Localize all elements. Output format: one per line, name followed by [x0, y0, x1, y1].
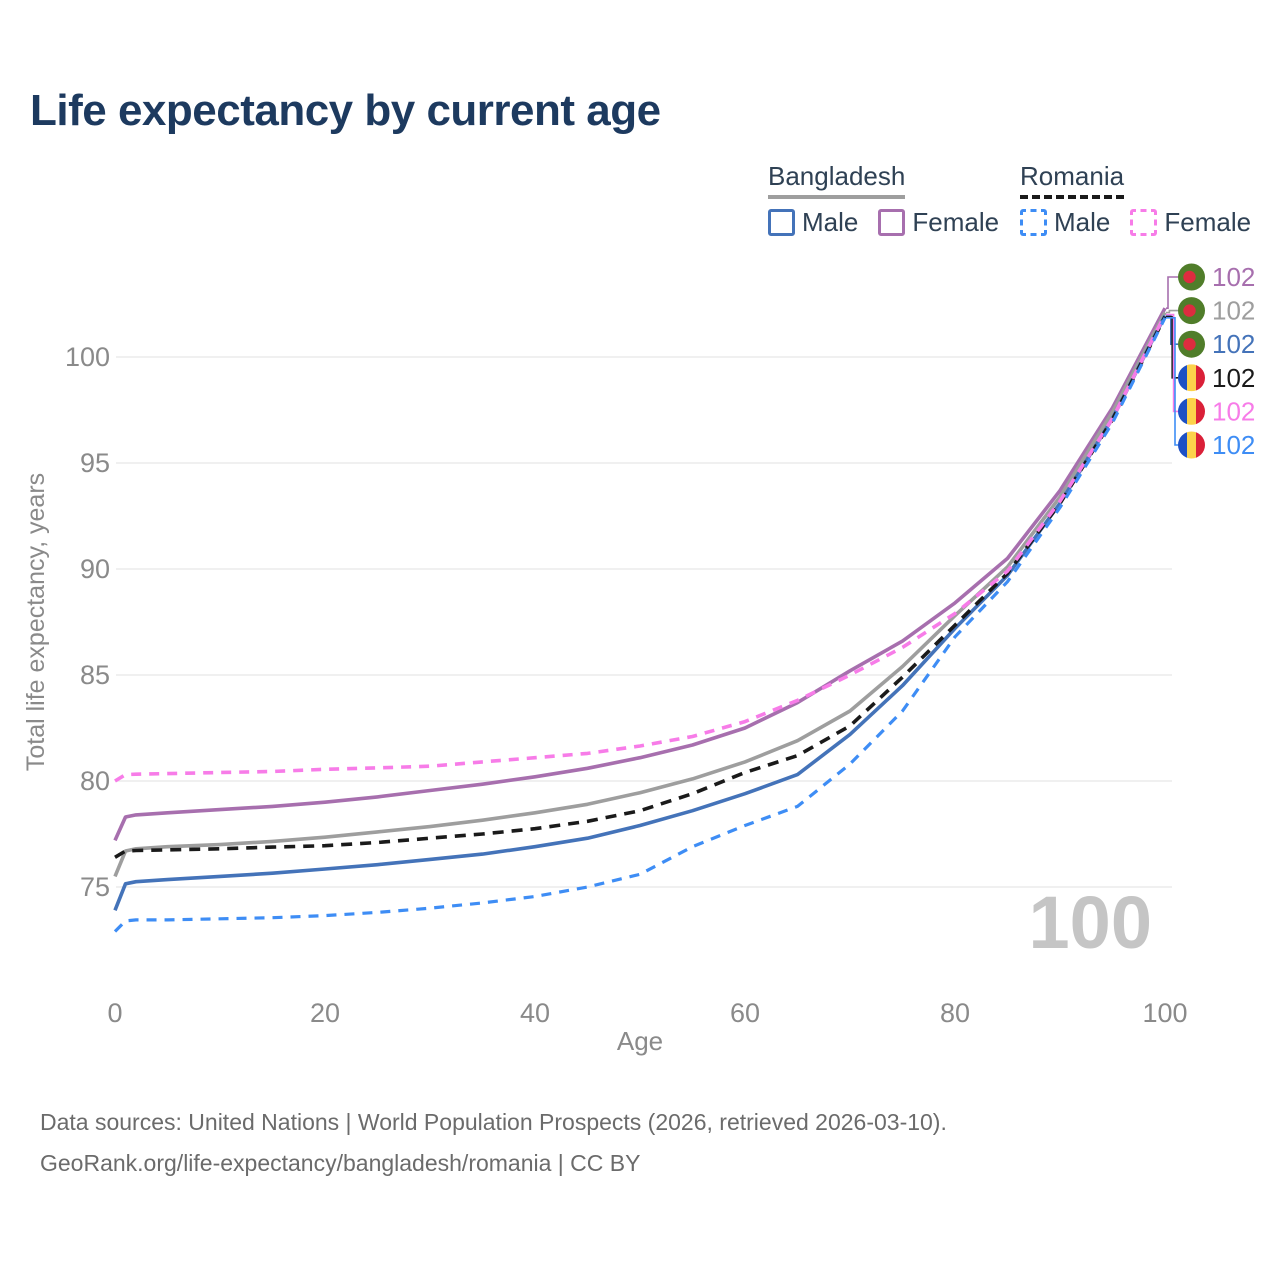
end-label-connector	[1166, 309, 1178, 314]
x-tick-label: 60	[730, 998, 760, 1028]
axis-tick-labels: 75 80 85 90 95 100 0 20 40 60 80 100	[65, 342, 1188, 1028]
romania-flag-icon	[1178, 397, 1205, 425]
legend-country-romania[interactable]: Romania	[1020, 161, 1125, 199]
series-line-bangladesh-male[interactable]	[113, 314, 1167, 911]
end-value-label: 102	[1212, 396, 1255, 426]
x-tick-label: 40	[520, 998, 550, 1028]
legend-group-bangladesh: Bangladesh Male Female	[768, 161, 999, 238]
y-tick-label: 85	[80, 660, 110, 690]
bangladesh-flag-icon	[1178, 330, 1205, 358]
series-line-bangladesh-both[interactable]	[113, 311, 1167, 878]
legend-item-bangladesh-female-label: Female	[912, 207, 1000, 237]
active-age-watermark: 100	[1029, 881, 1152, 964]
y-tick-label: 100	[65, 342, 110, 372]
romania-flag-icon	[1178, 431, 1205, 459]
legend-item-bangladesh-male[interactable]: Male	[768, 207, 858, 238]
legend-country-bangladesh[interactable]: Bangladesh	[768, 161, 906, 199]
y-tick-label: 95	[80, 448, 110, 478]
legend-items-bangladesh: Male Female	[768, 207, 999, 238]
y-tick-label: 90	[80, 554, 110, 584]
romania-male-line-swatch-icon	[1020, 209, 1047, 236]
romania-female-line-swatch-icon	[1130, 209, 1158, 236]
legend-item-romania-male-label: Male	[1054, 207, 1111, 237]
data-sources-line: Data sources: United Nations | World Pop…	[40, 1109, 947, 1135]
series-line-romania-female[interactable]	[114, 313, 1167, 783]
chart-legend: Bangladesh Male Female Romania M	[0, 161, 1280, 247]
series-line-romania-both[interactable]	[114, 315, 1167, 859]
end-label-connectors	[1166, 276, 1178, 446]
series-line-romania-male[interactable]	[113, 317, 1167, 933]
y-axis-title: Total life expectancy, years	[22, 473, 50, 771]
x-axis-title: Age	[617, 1026, 663, 1056]
end-value-label: 102	[1212, 262, 1255, 292]
bangladesh-flag-icon	[1178, 297, 1205, 325]
bangladesh-male-line-swatch-icon	[768, 209, 795, 236]
end-flags	[1178, 263, 1205, 459]
legend-group-romania: Romania Male Female	[1020, 161, 1251, 238]
page-title: Life expectancy by current age	[30, 86, 661, 135]
legend-item-romania-male[interactable]: Male	[1020, 207, 1110, 238]
end-value-label: 102	[1212, 430, 1255, 460]
legend-item-romania-female-label: Female	[1164, 207, 1252, 237]
x-tick-label: 100	[1142, 998, 1187, 1028]
legend-item-bangladesh-male-label: Male	[802, 207, 859, 237]
end-label-connector	[1166, 276, 1178, 309]
x-tick-label: 80	[940, 998, 970, 1028]
romania-flag-icon	[1178, 364, 1205, 392]
x-tick-label: 20	[310, 998, 340, 1028]
bangladesh-flag-icon	[1178, 263, 1205, 291]
series-line-bangladesh-female[interactable]	[113, 307, 1167, 842]
legend-country-romania-label: Romania	[1020, 161, 1125, 191]
end-value-label: 102	[1212, 329, 1255, 359]
bangladesh-female-line-swatch-icon	[878, 209, 906, 236]
legend-item-romania-female[interactable]: Female	[1130, 207, 1251, 238]
legend-items-romania: Male Female	[1020, 207, 1251, 238]
legend-item-bangladesh-female[interactable]: Female	[878, 207, 999, 238]
end-value-label: 102	[1212, 363, 1255, 393]
legend-country-bangladesh-label: Bangladesh	[768, 161, 906, 191]
y-tick-label: 75	[80, 872, 110, 902]
y-tick-label: 80	[80, 766, 110, 796]
source-footer: Data sources: United Nations | World Pop…	[40, 1102, 947, 1184]
end-label-connector	[1166, 315, 1178, 379]
x-tick-label: 0	[107, 998, 122, 1028]
end-value-label: 102	[1212, 296, 1255, 326]
citation-line: GeoRank.org/life-expectancy/bangladesh/r…	[40, 1150, 641, 1176]
active-age-watermark-text: 100	[1029, 881, 1152, 964]
axis-titles: Age Total life expectancy, years	[22, 473, 663, 1056]
end-label-connector	[1166, 317, 1178, 446]
series-lines	[113, 307, 1167, 933]
